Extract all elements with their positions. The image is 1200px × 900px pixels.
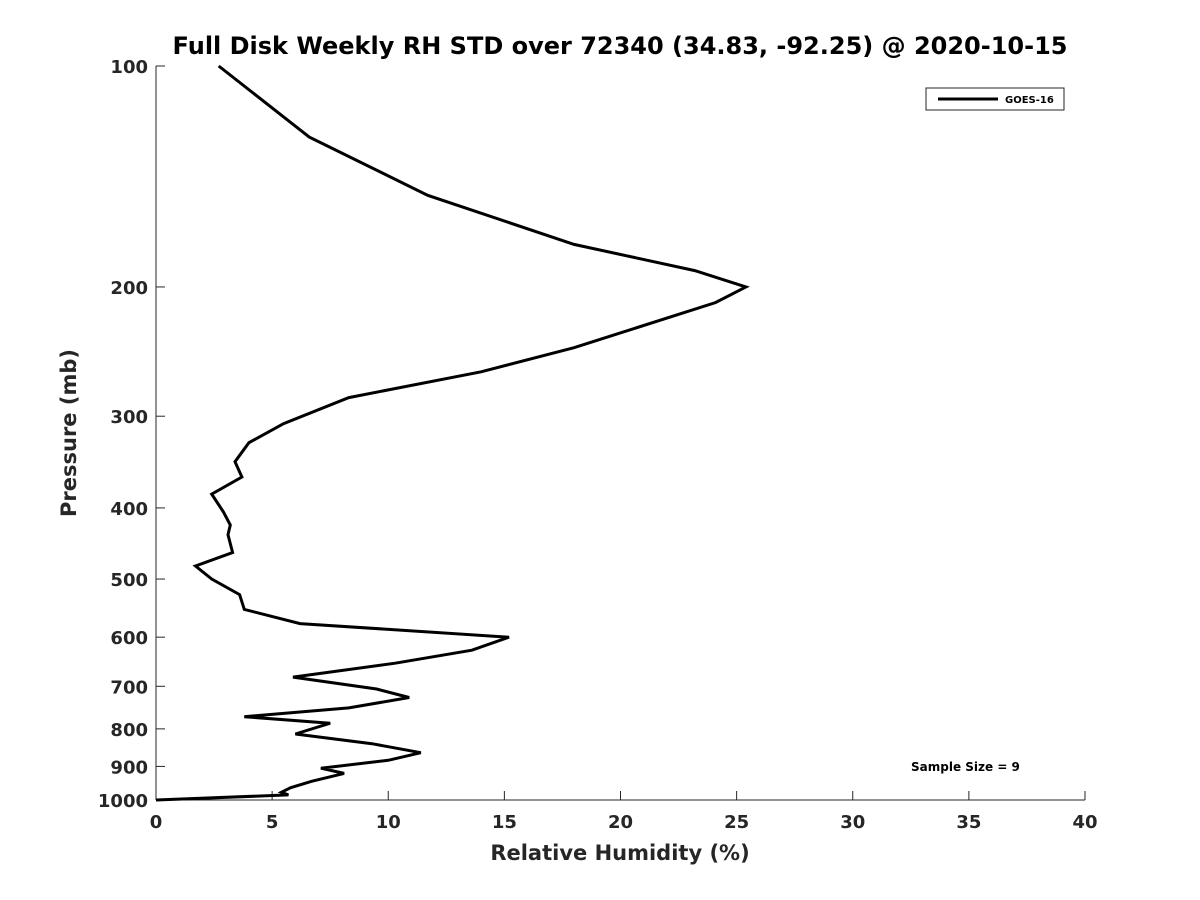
y-tick-label: 500 bbox=[110, 570, 148, 591]
x-tick-label: 30 bbox=[840, 812, 865, 833]
plot-axes bbox=[155, 66, 1085, 801]
legend-label: GOES-16 bbox=[1005, 95, 1054, 106]
x-tick-label: 40 bbox=[1072, 812, 1097, 833]
x-tick-label: 25 bbox=[724, 812, 749, 833]
y-tick-label: 600 bbox=[110, 628, 148, 649]
y-tick-label: 300 bbox=[110, 407, 148, 428]
x-axis-label: Relative Humidity (%) bbox=[490, 841, 749, 865]
x-tick-label: 35 bbox=[956, 812, 981, 833]
chart-title: Full Disk Weekly RH STD over 72340 (34.8… bbox=[173, 32, 1068, 60]
sample-size-annotation: Sample Size = 9 bbox=[911, 760, 1020, 774]
y-tick-label: 100 bbox=[110, 57, 148, 78]
x-tick-label: 20 bbox=[608, 812, 633, 833]
y-tick-label: 900 bbox=[110, 757, 148, 778]
y-tick-label: 400 bbox=[110, 499, 148, 520]
x-tick-label: 0 bbox=[150, 812, 163, 833]
y-tick-label: 200 bbox=[110, 278, 148, 299]
y-ticks: 100 200 300 400 500 600 700 800 900 1000 bbox=[98, 57, 165, 812]
series-line-goes-16 bbox=[155, 64, 750, 802]
legend: GOES-16 bbox=[925, 87, 1065, 111]
x-tick-label: 15 bbox=[492, 812, 517, 833]
x-tick-label: 10 bbox=[376, 812, 401, 833]
x-ticks: 0 5 10 15 20 25 30 35 40 bbox=[150, 791, 1098, 833]
y-tick-label: 1000 bbox=[98, 791, 148, 812]
y-tick-label: 800 bbox=[110, 720, 148, 741]
y-axis-label: Pressure (mb) bbox=[57, 349, 81, 517]
x-tick-label: 5 bbox=[266, 812, 279, 833]
y-tick-label: 700 bbox=[110, 677, 148, 698]
